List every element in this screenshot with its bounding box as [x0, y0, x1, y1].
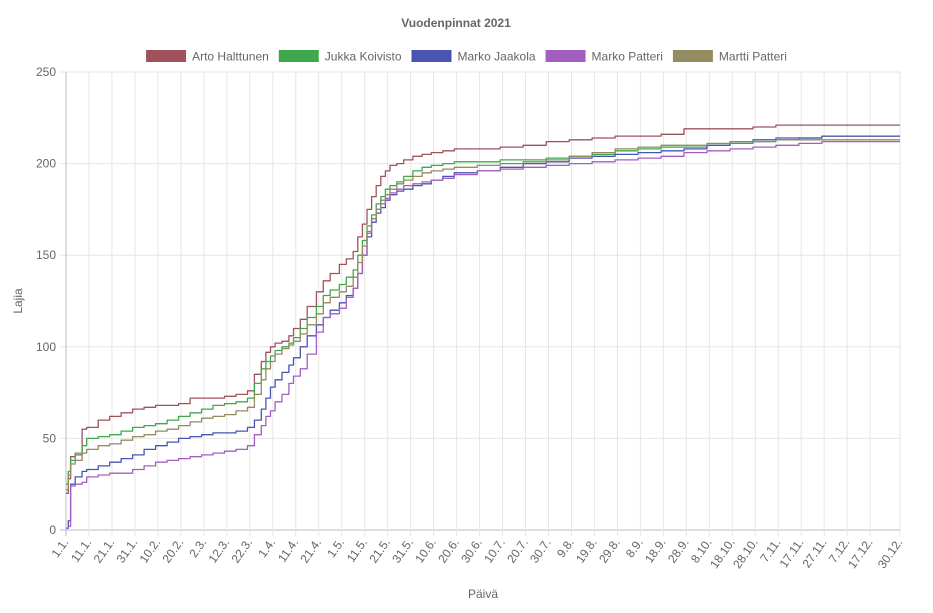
x-tick-label: 30.6.: [458, 536, 485, 566]
x-tick-label: 18.9.: [642, 536, 669, 566]
series-line-3: [66, 140, 900, 529]
legend-swatch[interactable]: [278, 50, 319, 62]
x-tick-label: 11.5.: [344, 536, 370, 565]
x-tick-label: 29.8.: [596, 536, 623, 566]
y-tick-label: 0: [49, 523, 56, 537]
x-tick-label: 28.9.: [665, 536, 692, 566]
x-tick-label: 27.11.: [800, 536, 830, 571]
x-tick-label: 30.7.: [527, 536, 554, 566]
x-tick-label: 31.1.: [114, 536, 141, 566]
chart-title: Vuodenpinnat 2021: [401, 16, 511, 30]
x-axis-label: Päivä: [468, 587, 498, 601]
x-tick-label: 20.6.: [435, 536, 462, 566]
y-axis-ticks: 0 50 100 150 200 250: [36, 65, 56, 537]
x-tick-label: 21.4.: [297, 536, 324, 566]
x-tick-label: 10.7.: [481, 536, 508, 566]
legend-label[interactable]: Marko Jaakola: [458, 50, 536, 64]
series-line-1: [66, 135, 900, 485]
x-tick-label: 28.10.: [730, 536, 761, 571]
x-tick-label: 21.5.: [366, 536, 393, 566]
y-tick-label: 250: [36, 65, 56, 79]
x-tick-label: 10.2.: [137, 536, 164, 566]
x-tick-label: 30.12.: [875, 536, 906, 571]
grid: [60, 71, 901, 536]
legend-swatch[interactable]: [411, 50, 452, 62]
legend-label[interactable]: Jukka Koivisto: [325, 50, 402, 64]
x-tick-label: 20.7.: [504, 536, 531, 566]
x-tick-label: 17.12.: [845, 536, 876, 571]
series-line-4: [66, 139, 900, 491]
y-tick-label: 50: [43, 431, 57, 445]
x-tick-label: 11.4.: [275, 536, 301, 565]
legend-label[interactable]: Arto Halttunen: [192, 50, 269, 64]
x-tick-label: 31.5.: [389, 536, 416, 566]
x-tick-label: 10.6.: [412, 536, 439, 566]
x-tick-label: 19.8.: [573, 536, 600, 566]
legend-swatch[interactable]: [672, 50, 713, 62]
y-tick-label: 100: [36, 340, 56, 354]
series-lines: [66, 124, 900, 529]
x-tick-label: 12.3.: [205, 536, 232, 566]
x-tick-label: 11.1.: [68, 536, 94, 565]
legend: Arto Halttunen Jukka Koivisto Marko Jaakol…: [146, 50, 787, 64]
y-axis-label: Lajia: [11, 288, 25, 314]
legend-swatch[interactable]: [146, 50, 187, 62]
x-tick-label: 22.3.: [228, 536, 255, 566]
series-line-0: [66, 124, 900, 495]
legend-swatch[interactable]: [545, 50, 586, 62]
series-line-2: [66, 135, 900, 529]
y-tick-label: 200: [36, 157, 56, 171]
y-tick-label: 150: [36, 248, 56, 262]
x-tick-label: 20.2.: [160, 536, 187, 566]
x-axis-ticks: 1.1.11.1.21.1.31.1.10.2.20.2. 2.3.12.3.22…: [49, 536, 906, 571]
legend-label[interactable]: Martti Patteri: [719, 50, 787, 64]
x-tick-label: 21.1.: [91, 536, 118, 566]
legend-label[interactable]: Marko Patteri: [592, 50, 663, 64]
